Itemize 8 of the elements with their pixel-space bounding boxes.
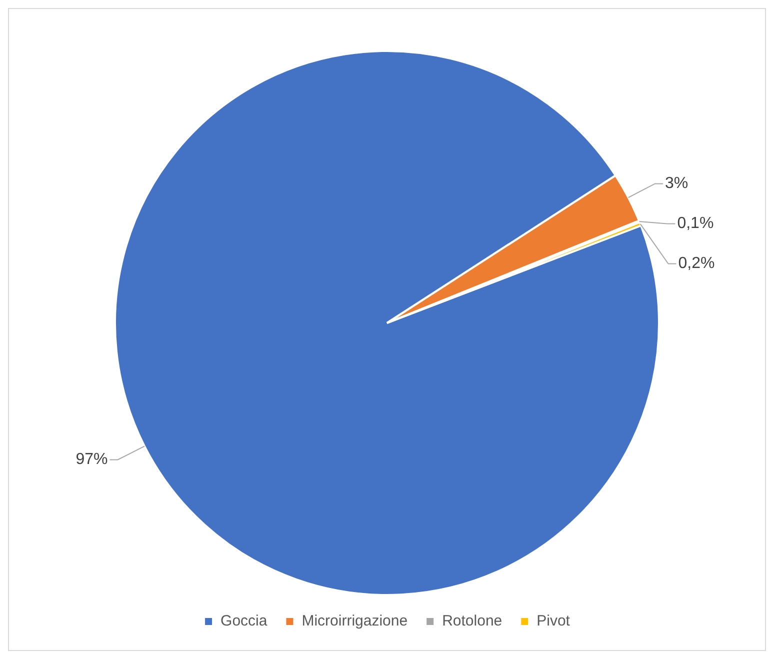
data-label: 0,1% xyxy=(677,215,714,232)
data-label: 97% xyxy=(76,451,108,468)
legend-label: Pivot xyxy=(536,612,571,630)
legend-label: Microirrigazione xyxy=(302,612,408,630)
legend-label: Goccia xyxy=(220,612,268,630)
legend-label: Rotolone xyxy=(442,612,502,630)
data-label: 0,2% xyxy=(678,255,715,272)
data-label: 3% xyxy=(664,175,688,192)
